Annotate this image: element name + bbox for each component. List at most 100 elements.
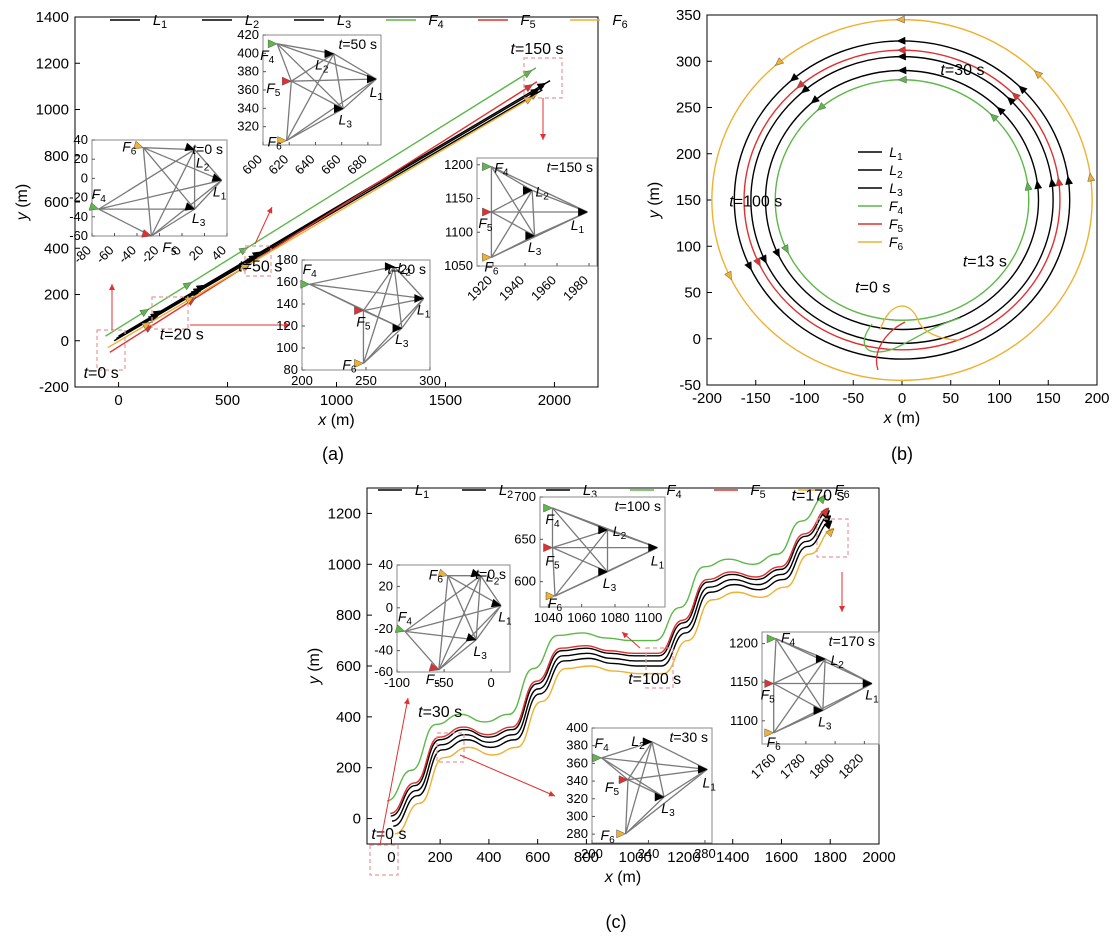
y-tick-label: 150 (676, 192, 701, 209)
x-tick-label: -200 (692, 390, 722, 407)
inset-x-tick-label: -50 (435, 675, 454, 690)
inset-y-tick-label: 400 (237, 45, 259, 60)
trajectory-arrow (184, 142, 196, 152)
time-label: t=20 s (387, 261, 426, 277)
inset-x-tick-label: 0 (488, 675, 495, 690)
formation-edge (625, 796, 665, 835)
formation-edge (362, 266, 395, 364)
formation-edge (276, 43, 377, 80)
inset-x-tick-label: 1040 (534, 610, 563, 625)
inset-x-tick-label: 200 (291, 373, 313, 388)
trajectory-arrow (482, 252, 493, 262)
inset-y-tick-label: 300 (566, 808, 588, 823)
formation-edge (404, 630, 477, 641)
inset-y-tick-label: 320 (237, 119, 259, 134)
formation-edge (531, 190, 536, 236)
inset-y-tick-label: 100 (276, 340, 298, 355)
trajectory-c-L2 (391, 515, 831, 822)
inset-y-tick-label: -60 (374, 664, 393, 679)
formation-edge (601, 757, 665, 798)
inset-y-tick-label: 420 (237, 27, 259, 42)
time-label: t=0 s (475, 566, 506, 582)
inset-x-tick-label: -20 (138, 243, 162, 267)
agent-label: L1 (153, 12, 167, 31)
formation-edge (491, 235, 535, 258)
trajectory-arrow (896, 52, 906, 61)
formation-edge (98, 179, 222, 210)
formation-edge (447, 575, 502, 607)
agent-label: L1 (865, 687, 879, 706)
y-tick-label: 200 (44, 287, 69, 304)
trajectory-arrow (392, 323, 403, 333)
formation-edge (663, 768, 708, 798)
formation-edge (286, 53, 335, 141)
time-label: t=100 s (628, 671, 681, 688)
formation-edge (393, 266, 425, 299)
formation-edge (607, 547, 658, 573)
y-tick-label: 350 (676, 7, 701, 24)
time-label: t=170 s (792, 488, 845, 505)
trajectory-arrow (618, 775, 629, 785)
trajectory-arrow (522, 185, 533, 195)
inset-y-tick-label: 380 (566, 738, 588, 753)
formation-edge (342, 78, 377, 110)
orbit-L3 (764, 69, 1040, 331)
panel-label-b: (b) (891, 444, 913, 464)
agent-label: L3 (473, 643, 487, 662)
formation-edge (625, 768, 708, 835)
formation-edge (333, 53, 344, 109)
trajectory-arrow (823, 520, 833, 530)
formation-edge (438, 575, 482, 671)
agent-label: F6 (889, 234, 904, 253)
inset-y-tick-label: 1100 (445, 224, 473, 239)
x-tick-label: 1600 (765, 849, 798, 866)
formation-edge (142, 147, 153, 237)
trajectory-arrow (642, 737, 653, 747)
orbit-L2 (750, 55, 1054, 345)
time-label: t=100 s (615, 498, 661, 514)
zoom-pointer (379, 697, 410, 846)
time-label: t=30 s (669, 729, 708, 745)
y-tick-label: 0 (353, 811, 361, 828)
y-tick-label: -200 (39, 379, 69, 396)
inset-plot: 200 250 300 80 100 120 140 160 180 F4 L2 L1 F5 L3 F6 t=… (276, 252, 441, 388)
agent-label: F5 (356, 314, 371, 333)
inset-y-tick-label: 1200 (444, 157, 473, 172)
trajectory-F5 (109, 81, 538, 353)
agent-label: L2 (397, 260, 411, 279)
inset-y-tick-label: 320 (566, 791, 588, 806)
trajectory-arrow (996, 106, 1006, 116)
inset-x-tick-label: 280 (694, 846, 716, 861)
agent-label: L2 (486, 569, 500, 588)
y-tick-label: 1400 (36, 9, 69, 26)
trajectory-arrow (820, 507, 830, 518)
time-label: t=150 s (511, 41, 564, 58)
agent-label: F4 (92, 186, 107, 205)
orbit-F4 (774, 79, 1030, 321)
agent-label: F5 (478, 215, 493, 234)
agent-label: L1 (889, 144, 903, 163)
trajectory-F6 (107, 93, 538, 349)
inset-y-tick-label: 0 (386, 600, 393, 615)
formation-edge (475, 575, 482, 640)
trajectory-arrow (525, 231, 536, 241)
formation-edge (393, 266, 403, 329)
inset-y-tick-label: 340 (237, 100, 259, 115)
agent-label: F6 (548, 595, 563, 614)
trajectory-arrow (592, 753, 603, 763)
agent-label: L3 (192, 210, 206, 229)
x-tick-label: 600 (525, 849, 550, 866)
inset-y-tick-label: 120 (276, 318, 298, 333)
x-tick-label: 50 (942, 390, 959, 407)
time-label: t=30 s (940, 62, 984, 79)
time-label: t=50 s (238, 258, 282, 275)
orbit-L1 (733, 40, 1071, 360)
y-tick-label: 1200 (36, 55, 69, 72)
start-curve-F5 (876, 321, 906, 371)
trajectory-arrow (654, 792, 665, 802)
trajectory-arrow (147, 315, 158, 324)
trajectory-arrow (282, 76, 292, 86)
trajectory-arrow (822, 515, 832, 525)
